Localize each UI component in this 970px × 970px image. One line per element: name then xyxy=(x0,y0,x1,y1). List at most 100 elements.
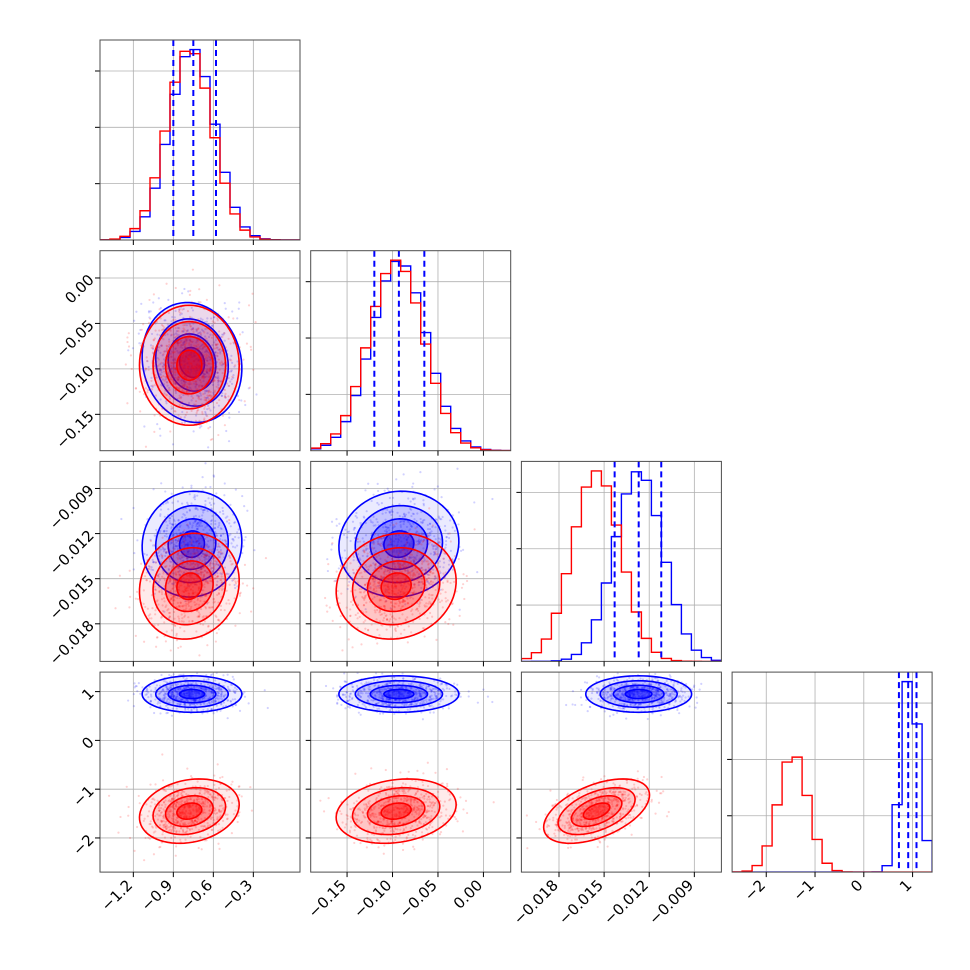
scatter-point xyxy=(407,625,410,628)
scatter-point xyxy=(416,543,419,546)
scatter-point xyxy=(195,328,199,331)
scatter-point xyxy=(216,575,219,578)
scatter-point xyxy=(404,562,407,565)
scatter-point xyxy=(173,578,177,582)
scatter-point xyxy=(369,582,372,586)
scatter-point xyxy=(406,536,410,539)
scatter-point xyxy=(237,528,240,531)
scatter-point xyxy=(207,540,210,543)
scatter-point xyxy=(344,528,347,531)
scatter-point xyxy=(407,571,410,574)
scatter-point xyxy=(193,355,196,358)
scatter-point xyxy=(172,518,176,521)
scatter-point xyxy=(212,692,215,695)
scatter-point xyxy=(185,329,188,332)
scatter-point xyxy=(155,376,158,379)
scatter-point xyxy=(148,565,151,568)
scatter-point xyxy=(374,550,377,553)
scatter-point xyxy=(413,557,416,560)
scatter-point xyxy=(420,566,423,569)
scatter-point xyxy=(174,571,177,574)
scatter-point xyxy=(197,586,200,589)
scatter-point xyxy=(186,574,189,578)
scatter-point xyxy=(173,807,176,810)
scatter-point xyxy=(379,567,383,570)
scatter-point xyxy=(147,568,150,571)
scatter-point xyxy=(175,532,178,535)
scatter-point xyxy=(126,402,129,405)
scatter-point xyxy=(184,337,188,340)
scatter-point xyxy=(225,429,228,433)
scatter-point xyxy=(178,620,181,623)
scatter-point xyxy=(213,389,216,392)
scatter-point xyxy=(212,811,215,815)
scatter-point xyxy=(358,572,361,575)
scatter-point xyxy=(197,327,200,330)
scatter-point xyxy=(376,628,379,631)
scatter-point xyxy=(426,560,429,563)
scatter-point xyxy=(171,501,174,504)
scatter-point xyxy=(193,798,196,802)
scatter-point xyxy=(173,381,176,385)
scatter-point xyxy=(189,338,192,341)
scatter-point xyxy=(232,317,235,320)
scatter-point xyxy=(352,559,355,562)
scatter-point xyxy=(206,602,209,605)
scatter-point xyxy=(378,620,381,623)
scatter-point xyxy=(190,409,193,413)
scatter-point xyxy=(181,373,184,376)
scatter-point xyxy=(191,364,194,367)
scatter-point xyxy=(394,566,397,569)
scatter-point xyxy=(363,598,366,601)
scatter-point xyxy=(391,577,394,580)
scatter-panel-1-0: −0.15−0.10−0.050.00 xyxy=(52,250,301,456)
scatter-point xyxy=(389,537,393,541)
scatter-point xyxy=(374,562,377,566)
scatter-point xyxy=(408,543,411,546)
scatter-point xyxy=(212,547,215,551)
scatter-point xyxy=(207,689,210,692)
scatter-point xyxy=(395,478,398,481)
scatter-point xyxy=(427,576,430,580)
scatter-point xyxy=(196,615,199,618)
scatter-point xyxy=(215,632,218,635)
scatter-point xyxy=(185,692,188,695)
scatter-point xyxy=(233,691,237,695)
scatter-point xyxy=(205,554,208,557)
scatter-point xyxy=(193,495,197,498)
scatter-point xyxy=(410,595,413,599)
scatter-point xyxy=(365,565,368,569)
scatter-point xyxy=(390,636,393,639)
scatter-point xyxy=(180,330,184,333)
scatter-point xyxy=(429,552,432,555)
scatter-point xyxy=(180,791,183,794)
scatter-point xyxy=(181,540,185,543)
scatter-point xyxy=(221,372,224,375)
scatter-point xyxy=(209,804,213,807)
scatter-point xyxy=(204,605,207,609)
scatter-point xyxy=(327,562,330,566)
scatter-point xyxy=(171,315,174,319)
scatter-point xyxy=(398,600,402,604)
scatter-point xyxy=(182,687,185,690)
scatter-point xyxy=(183,630,186,633)
scatter-point xyxy=(176,378,179,381)
contour-line xyxy=(141,490,243,598)
scatter-point xyxy=(398,549,401,552)
scatter-point xyxy=(430,583,433,586)
scatter-point xyxy=(195,523,198,526)
scatter-point xyxy=(376,585,379,588)
scatter-point xyxy=(195,411,198,414)
scatter-point xyxy=(203,561,207,564)
scatter-point xyxy=(191,340,194,343)
scatter-point xyxy=(158,573,161,576)
scatter-point xyxy=(178,394,181,397)
scatter-point xyxy=(389,600,393,604)
scatter-point xyxy=(187,534,190,538)
scatter-point xyxy=(189,797,192,801)
scatter-point xyxy=(412,561,415,564)
scatter-point xyxy=(422,539,425,542)
scatter-point xyxy=(194,370,198,374)
scatter-point xyxy=(170,407,173,410)
scatter-point xyxy=(165,551,168,555)
